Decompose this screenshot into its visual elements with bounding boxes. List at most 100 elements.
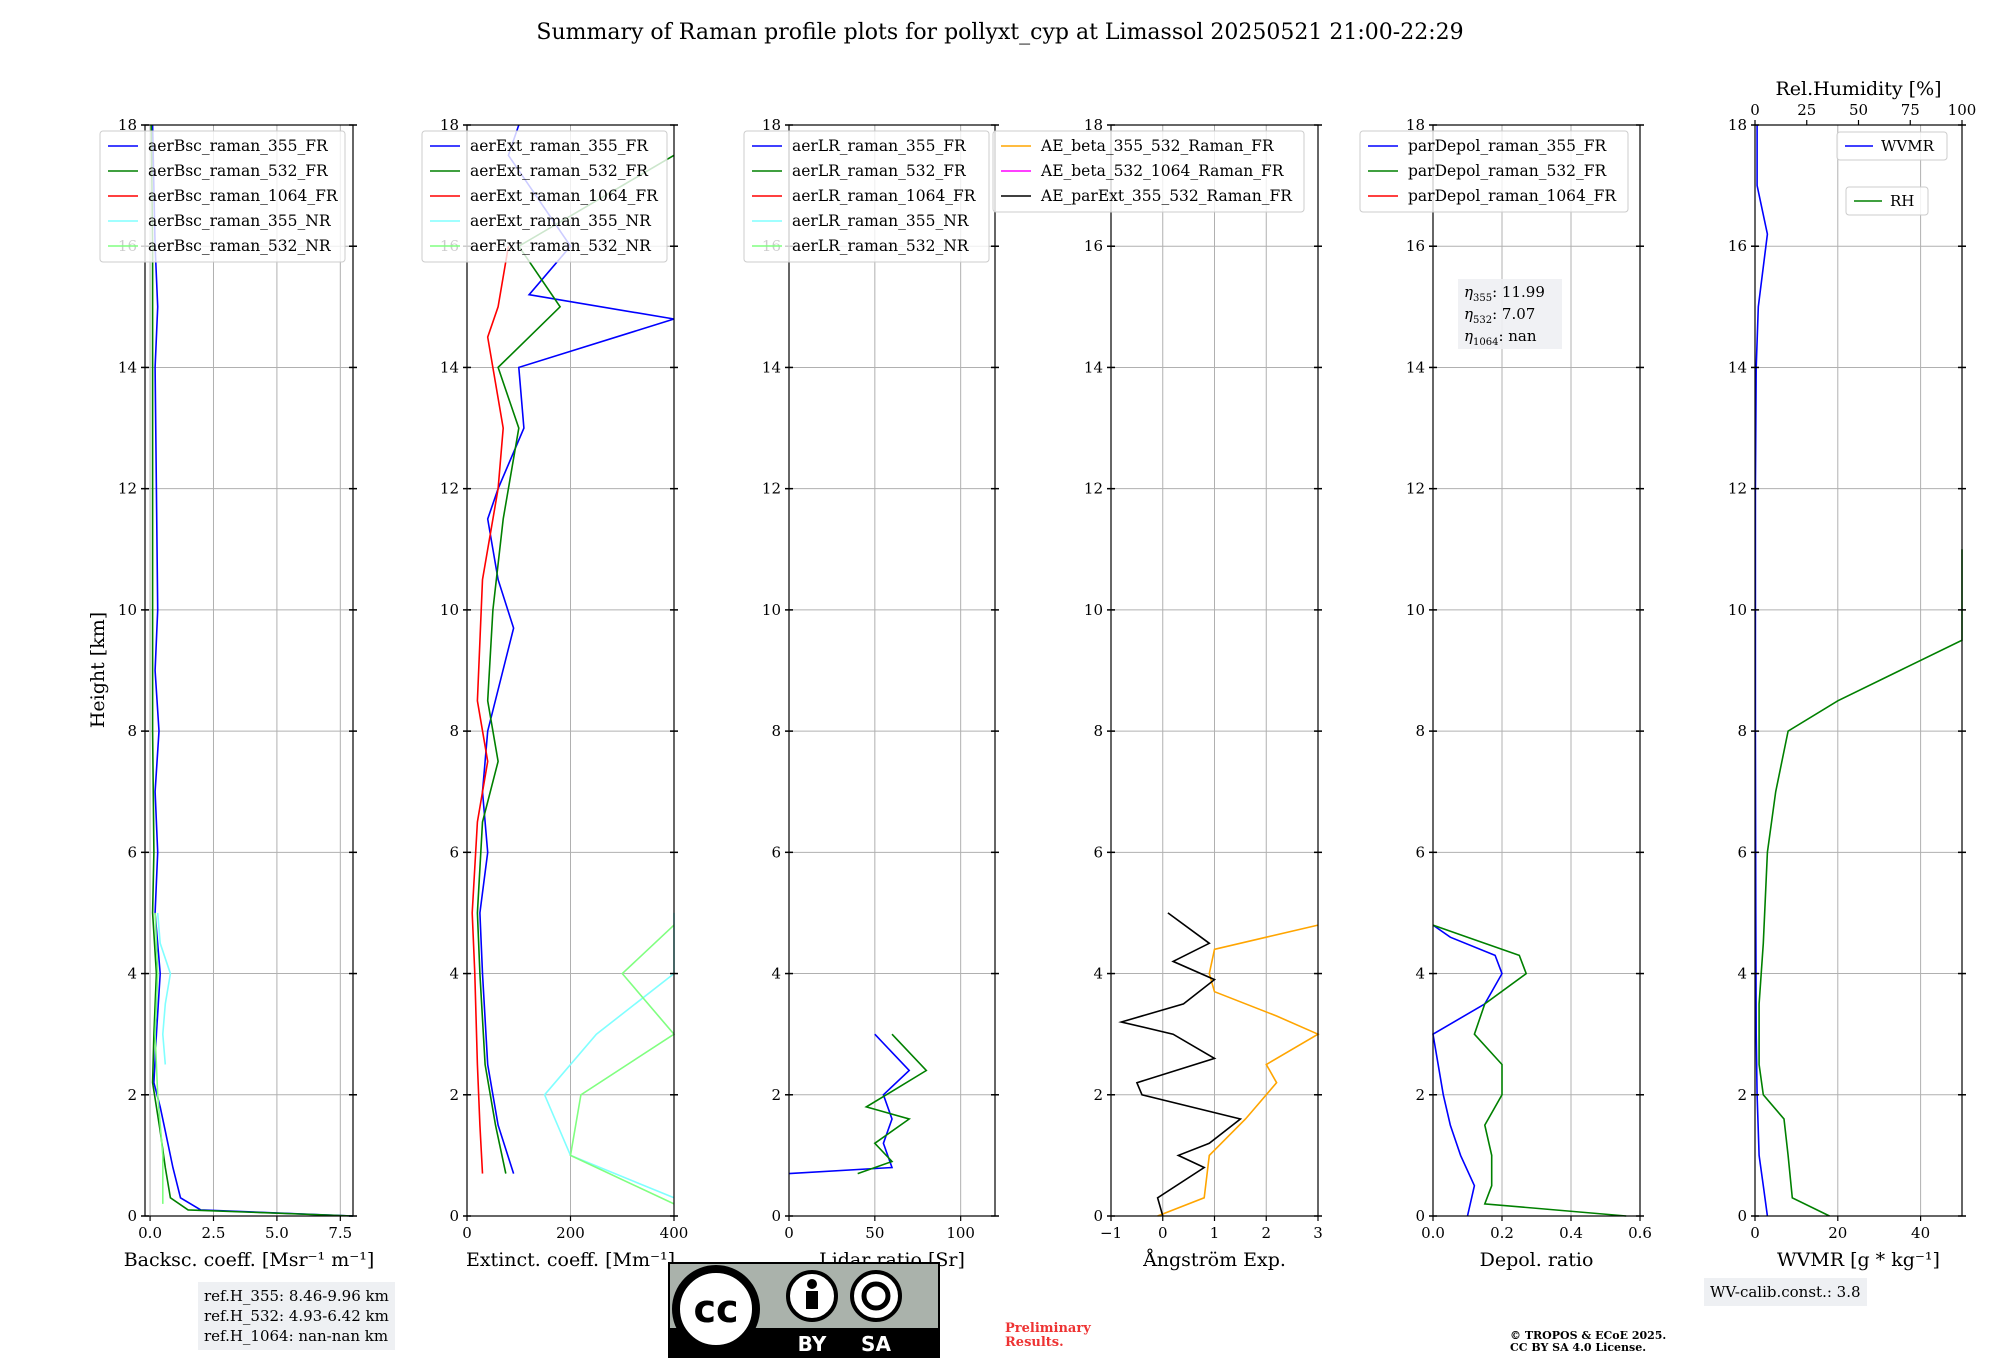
legend-label: AE_beta_355_532_Raman_FR (1040, 137, 1275, 155)
y-tick-label: 10 (1728, 601, 1747, 619)
legend-label: aerExt_raman_355_NR (470, 212, 652, 230)
copyright-line1: © TROPOS & ECoE 2025. (1510, 1329, 1667, 1342)
y-tick-label: 14 (1084, 358, 1103, 376)
series-line-aerLR_raman_532_FR (857, 1033, 928, 1175)
top-x-tick-label: 0 (1750, 101, 1760, 119)
y-tick-label: 18 (1406, 116, 1425, 134)
copyright-line2: CC BY SA 4.0 License. (1510, 1341, 1647, 1354)
x-tick-label: 2.5 (202, 1224, 226, 1242)
preliminary-line1: Preliminary (1005, 1321, 1091, 1336)
y-tick-label: 0 (127, 1207, 137, 1225)
y-tick-label: 10 (440, 601, 459, 619)
y-tick-label: 14 (762, 358, 781, 376)
legend-box (421, 130, 668, 263)
y-tick-label: 12 (762, 480, 781, 498)
legend-label: aerLR_raman_355_FR (792, 137, 967, 155)
legend-label: aerExt_raman_532_FR (470, 162, 649, 180)
x-tick-label: 40 (1911, 1224, 1930, 1242)
y-tick-label: 8 (771, 722, 781, 740)
legend-label: parDepol_raman_1064_FR (1408, 187, 1617, 205)
legend-label: aerLR_raman_532_FR (792, 162, 967, 180)
y-tick-label: 14 (1406, 358, 1425, 376)
legend-box (1845, 186, 1929, 216)
series-line-aerExt_raman_355_NR (543, 912, 675, 1199)
series-line-aerExt_raman_532_FR (476, 154, 675, 1174)
legend-label: aerBsc_raman_532_FR (148, 162, 329, 180)
y-tick-label: 0 (771, 1207, 781, 1225)
top-x-tick-label: 75 (1901, 101, 1920, 119)
figure-title: Summary of Raman profile plots for polly… (536, 20, 1464, 45)
series-line-aerExt_raman_1064_FR (471, 246, 510, 1174)
y-axis-label: Height [km] (87, 612, 109, 728)
y-tick-label: 0 (1093, 1207, 1103, 1225)
wv-calibration-box: WV-calib.const.: 3.8 (1704, 1278, 1867, 1306)
x-axis-label: Extinct. coeff. [Mm⁻¹] (466, 1249, 675, 1271)
series-line-aerBsc_raman_532_FR (150, 124, 354, 1217)
y-tick-label: 6 (449, 843, 459, 861)
y-tick-label: 4 (449, 965, 459, 983)
x-axis-label: Backsc. coeff. [Msr⁻¹ m⁻¹] (124, 1249, 375, 1271)
y-tick-label: 6 (771, 843, 781, 861)
cc-license-badge: cc BY SA (668, 1262, 940, 1358)
copyright-note: © TROPOS & ECoE 2025. CC BY SA 4.0 Licen… (1510, 1330, 1666, 1354)
y-tick-label: 8 (1737, 722, 1747, 740)
axes-frame (788, 124, 996, 1217)
refh-532: ref.H_532: 4.93-6.42 km (204, 1307, 389, 1325)
y-tick-label: 6 (1415, 843, 1425, 861)
x-tick-label: −1 (1100, 1224, 1122, 1242)
y-tick-label: 2 (1415, 1086, 1425, 1104)
x-tick-label: 3 (1313, 1224, 1323, 1242)
cc-icon-label: cc (693, 1287, 738, 1331)
eta-annotation: η532: 7.07 (1464, 305, 1535, 326)
legend-label: parDepol_raman_355_FR (1408, 137, 1608, 155)
top-x-tick-label: 100 (1948, 101, 1977, 119)
x-tick-label: 0.2 (1490, 1224, 1514, 1242)
eta-annotation-box (1458, 279, 1562, 349)
panel-lidar_ratio: 024681012141618050100Lidar ratio [Sr]aer… (743, 116, 999, 1271)
x-tick-label: 0 (784, 1224, 794, 1242)
legend-label: aerLR_raman_532_NR (792, 237, 970, 255)
legend-label: AE_parExt_355_532_Raman_FR (1040, 187, 1293, 205)
x-tick-label: 50 (865, 1224, 884, 1242)
legend-box (1359, 130, 1629, 213)
x-tick-label: 200 (556, 1224, 585, 1242)
x-tick-label: 0.0 (138, 1224, 162, 1242)
preliminary-line2: Results. (1005, 1335, 1064, 1350)
x-axis-label: Depol. ratio (1480, 1249, 1594, 1271)
x-tick-label: 100 (946, 1224, 975, 1242)
series-line-WVMR (1754, 125, 1769, 1217)
y-tick-label: 14 (1728, 358, 1747, 376)
y-tick-label: 14 (440, 358, 459, 376)
x-axis-label: Ångström Exp. (1142, 1249, 1286, 1271)
legend-box (992, 130, 1305, 213)
reference-heights-box: ref.H_355: 8.46-9.96 km ref.H_532: 4.93-… (198, 1282, 395, 1350)
y-tick-label: 6 (127, 843, 137, 861)
y-tick-label: 2 (449, 1086, 459, 1104)
preliminary-note: Preliminary Results. (1005, 1322, 1091, 1350)
legend-box (743, 130, 990, 263)
series-line-AE_beta_355_532_Raman_FR (1157, 924, 1320, 1217)
y-tick-label: 18 (762, 116, 781, 134)
legend-box (1836, 131, 1948, 161)
x-axis-label: WVMR [g * kg⁻¹] (1777, 1249, 1940, 1271)
legend-label: aerExt_raman_355_FR (470, 137, 649, 155)
x-tick-label: 1 (1210, 1224, 1220, 1242)
legend-label: aerBsc_raman_532_NR (148, 237, 332, 255)
wv-calib-const: WV-calib.const.: 3.8 (1710, 1283, 1861, 1301)
y-tick-label: 10 (762, 601, 781, 619)
refh-1064: ref.H_1064: nan-nan km (204, 1327, 389, 1345)
y-tick-label: 16 (1406, 237, 1425, 255)
legend-label: aerLR_raman_355_NR (792, 212, 970, 230)
x-tick-label: 7.5 (328, 1224, 352, 1242)
y-tick-label: 12 (118, 480, 137, 498)
series-line-aerBsc_raman_355_NR (156, 912, 172, 1065)
legend-label: aerExt_raman_1064_FR (470, 187, 659, 205)
legend-box (99, 130, 346, 263)
series-line-aerExt_raman_532_NR (569, 924, 676, 1205)
cc-icon (672, 1265, 760, 1353)
x-tick-label: 0 (1158, 1224, 1168, 1242)
x-tick-label: 0 (1750, 1224, 1760, 1242)
